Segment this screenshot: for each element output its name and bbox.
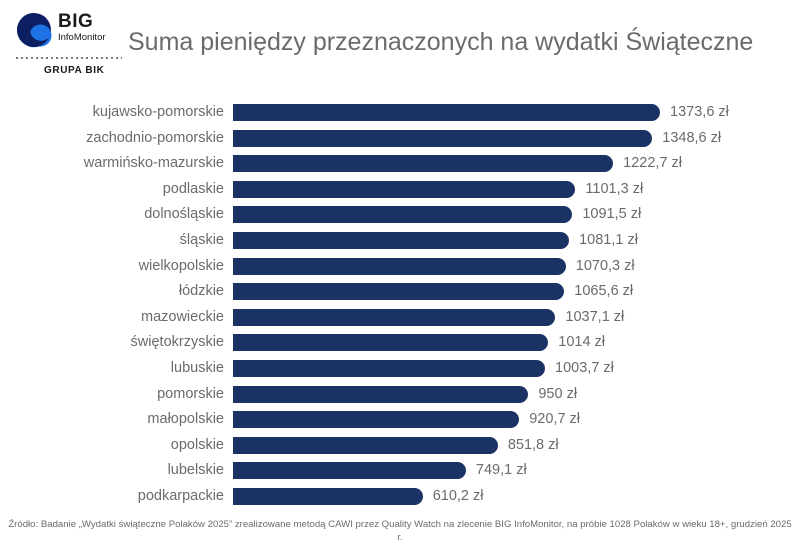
category-label: podlaskie xyxy=(162,180,224,197)
logo-dotted-divider xyxy=(16,57,122,59)
category-label: mazowieckie xyxy=(141,308,224,325)
bar-track: 1003,7 zł xyxy=(233,356,800,382)
value-label: 1222,7 zł xyxy=(623,155,682,172)
chart-row: mazowieckie 1037,1 zł xyxy=(0,305,800,331)
bar-track: 920,7 zł xyxy=(233,407,800,433)
chart-row: opolskie 851,8 zł xyxy=(0,433,800,459)
bar-track: 1222,7 zł xyxy=(233,151,800,177)
value-label: 1065,6 zł xyxy=(574,283,634,300)
bar-track: 851,8 zł xyxy=(233,433,800,459)
chart-header: BIG InfoMonitor GRUPA BIK Suma pieniędzy… xyxy=(0,0,800,92)
category-label: zachodnio-pomorskie xyxy=(86,129,224,146)
big-logo-wordmark: BIG InfoMonitor xyxy=(58,12,128,44)
category-label: podkarpackie xyxy=(137,487,224,504)
bar[interactable] xyxy=(233,155,614,173)
bar[interactable] xyxy=(233,385,529,403)
chart-row: śląskie 1081,1 zł xyxy=(0,228,800,254)
value-label: 851,8 zł xyxy=(507,436,559,453)
chart-row: podkarpackie 610,2 zł xyxy=(0,484,800,510)
chart-row: świętokrzyskie 1014 zł xyxy=(0,330,800,356)
bar[interactable] xyxy=(233,206,573,224)
bar-track: 1091,5 zł xyxy=(233,202,800,228)
big-infomonitor-logo: BIG InfoMonitor GRUPA BIK xyxy=(14,8,124,80)
category-label: śląskie xyxy=(179,231,224,248)
chart-row: warmińsko-mazurskie 1222,7 zł xyxy=(0,151,800,177)
value-label: 1014 zł xyxy=(558,334,606,351)
value-label: 1373,6 zł xyxy=(670,104,729,120)
value-label: 1101,3 zł xyxy=(585,180,644,197)
chart-row: lubelskie 749,1 zł xyxy=(0,458,800,484)
category-label: świętokrzyskie xyxy=(130,334,224,351)
chart-row: kujawsko-pomorskie 1373,6 zł xyxy=(0,100,800,126)
bar[interactable] xyxy=(233,104,661,121)
category-label: kujawsko-pomorskie xyxy=(92,104,224,120)
bar[interactable] xyxy=(233,436,498,454)
brand-subtitle: InfoMonitor xyxy=(58,32,106,43)
value-label: 749,1 zł xyxy=(475,462,527,479)
chart-row: lubuskie 1003,7 zł xyxy=(0,356,800,382)
chart-row: łódzkie 1065,6 zł xyxy=(0,279,800,305)
big-logo-circle-icon xyxy=(16,12,52,48)
bar-track: 1037,1 zł xyxy=(233,305,800,331)
bar-track: 1065,6 zł xyxy=(233,279,800,305)
bar-track: 749,1 zł xyxy=(233,458,800,484)
chart-row: podlaskie 1101,3 zł xyxy=(0,177,800,203)
bar-track: 1373,6 zł xyxy=(233,100,800,126)
bar[interactable] xyxy=(233,334,549,352)
chart-row: dolnośląskie 1091,5 zł xyxy=(0,202,800,228)
bar-track: 1348,6 zł xyxy=(233,126,800,152)
category-label: lubuskie xyxy=(170,359,224,376)
category-label: dolnośląskie xyxy=(144,206,224,223)
value-label: 1037,1 zł xyxy=(565,308,625,325)
category-label: łódzkie xyxy=(178,283,224,300)
chart-row: pomorskie 950 zł xyxy=(0,382,800,408)
bar-track: 1014 zł xyxy=(233,330,800,356)
source-note: Źródło: Badanie „Wydatki świąteczne Pola… xyxy=(8,519,792,543)
category-label: warmińsko-mazurskie xyxy=(83,155,224,172)
page-title: Suma pieniędzy przeznaczonych na wydatki… xyxy=(128,28,754,56)
chart-row: zachodnio-pomorskie 1348,6 zł xyxy=(0,126,800,152)
value-label: 1091,5 zł xyxy=(582,206,642,223)
bar[interactable] xyxy=(233,129,653,147)
brand-name: BIG xyxy=(58,11,94,32)
bar[interactable] xyxy=(233,308,556,326)
bar[interactable] xyxy=(233,359,546,377)
bar[interactable] xyxy=(233,231,570,249)
category-label: wielkopolskie xyxy=(138,257,224,274)
category-label: opolskie xyxy=(170,436,224,453)
value-label: 1081,1 zł xyxy=(579,231,638,248)
bar[interactable] xyxy=(233,283,565,301)
value-label: 1348,6 zł xyxy=(662,129,722,146)
bar-track: 950 zł xyxy=(233,382,800,408)
bar-track: 1101,3 zł xyxy=(233,177,800,203)
bar-track: 610,2 zł xyxy=(233,484,800,510)
bar-track: 1081,1 zł xyxy=(233,228,800,254)
category-label: pomorskie xyxy=(157,385,224,402)
value-label: 1003,7 zł xyxy=(555,359,614,376)
bar[interactable] xyxy=(233,487,423,505)
bar[interactable] xyxy=(233,180,576,198)
bar-chart-plot: kujawsko-pomorskie 1373,6 zł zachodnio-pom… xyxy=(0,100,800,512)
value-label: 920,7 zł xyxy=(529,411,581,428)
bar[interactable] xyxy=(233,411,520,429)
chart-row: małopolskie 920,7 zł xyxy=(0,407,800,433)
value-label: 610,2 zł xyxy=(432,487,484,504)
brand-group-label: GRUPA BIK xyxy=(44,65,105,76)
category-label: lubelskie xyxy=(167,462,224,479)
value-label: 1070,3 zł xyxy=(575,257,635,274)
value-label: 950 zł xyxy=(538,385,578,402)
chart-row: wielkopolskie 1070,3 zł xyxy=(0,254,800,280)
category-label: małopolskie xyxy=(147,411,224,428)
bar[interactable] xyxy=(233,257,566,275)
bar-track: 1070,3 zł xyxy=(233,254,800,280)
bar[interactable] xyxy=(233,462,466,480)
